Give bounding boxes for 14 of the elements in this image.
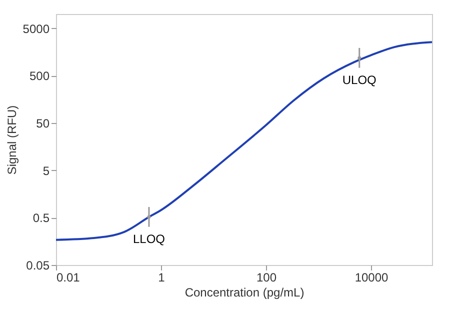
annotation: LLOQ bbox=[132, 232, 165, 246]
y-tick-label: 500 bbox=[29, 69, 50, 84]
x-tick-label: 0.01 bbox=[56, 270, 80, 284]
y-tick-label: 5 bbox=[42, 164, 50, 178]
x-axis-title: Concentration (pg/mL) bbox=[184, 286, 304, 300]
y-axis-title: Signal (RFU) bbox=[4, 105, 19, 175]
y-tick-label: 5000 bbox=[22, 22, 50, 36]
x-tick-label: 10000 bbox=[354, 270, 389, 284]
y-tick-label: 0.5 bbox=[32, 211, 50, 226]
y-tick-label: 0.05 bbox=[26, 258, 50, 272]
annotation: ULOQ bbox=[342, 72, 376, 87]
x-tick-label: 1 bbox=[158, 270, 166, 284]
y-tick-label: 50 bbox=[36, 116, 50, 130]
x-tick-label: 100 bbox=[256, 270, 277, 284]
